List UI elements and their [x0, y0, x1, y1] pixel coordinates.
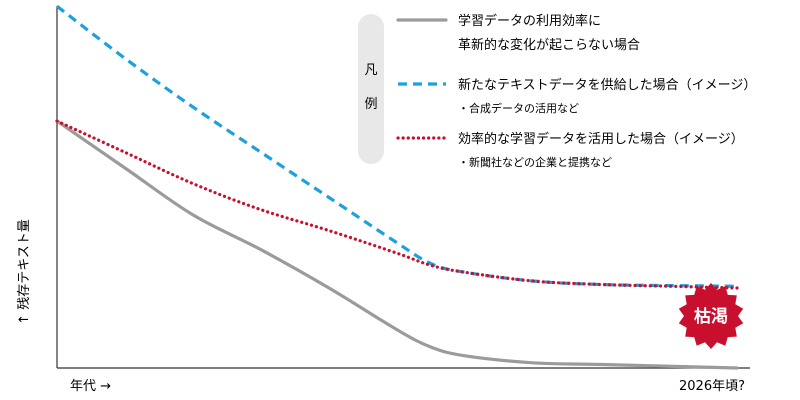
legend-sub-blue: ・合成データの活用など	[458, 101, 579, 115]
legend-label-gray-2: 革新的な変化が起こらない場合	[458, 37, 640, 53]
depletion-label: 枯渇	[694, 306, 728, 327]
series-line-blue	[56, 4, 738, 288]
series-line-gray	[55, 119, 739, 370]
legend-title-char-1: 凡	[364, 63, 377, 78]
x-end-label: 2026年頃?	[679, 379, 745, 394]
legend: 学習データの利用効率に革新的な変化が起こらない場合新たなテキストデータを供給した…	[396, 13, 756, 169]
series-layer	[55, 4, 739, 370]
legend-label-gray-1: 学習データの利用効率に	[458, 13, 601, 29]
legend-sub-red: ・新聞社などの企業と提携など	[458, 155, 612, 169]
burst-shape	[678, 283, 744, 349]
series-line-red	[55, 119, 739, 290]
depletion-badge: 枯渇	[678, 283, 744, 349]
legend-label-red-1: 効率的な学習データを活用した場合（イメージ）	[458, 131, 744, 147]
legend-title-pill	[358, 14, 384, 164]
legend-title-char-2: 例	[364, 97, 377, 112]
y-axis-label-group: ↑ 残存テキスト量	[17, 219, 32, 325]
y-axis-label: ↑ 残存テキスト量	[17, 219, 32, 325]
legend-label-blue-1: 新たなテキストデータを供給した場合（イメージ）	[458, 77, 756, 93]
x-axis-label: 年代 →	[70, 379, 111, 394]
